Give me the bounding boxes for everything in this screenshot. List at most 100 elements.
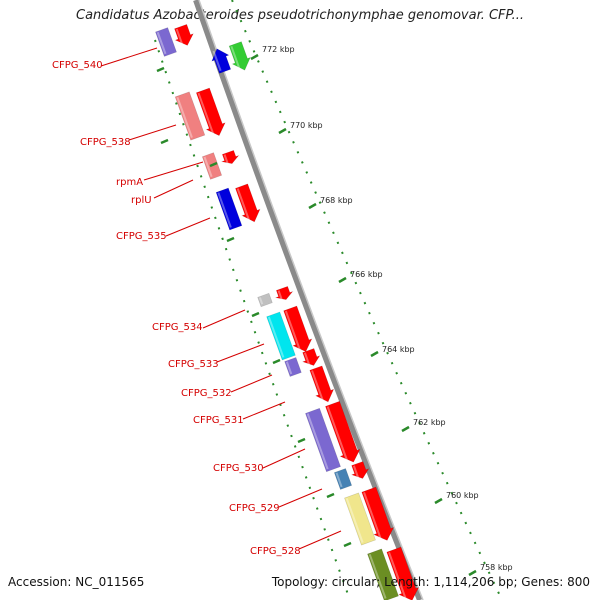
gene-feature[interactable] <box>323 400 364 465</box>
gene-feature-highlight <box>203 156 213 178</box>
gene-label-leader <box>262 448 306 469</box>
gene-feature[interactable] <box>226 41 253 74</box>
tick-mark <box>338 276 347 284</box>
gene-feature-highlight <box>335 472 343 488</box>
gene-feature-highlight <box>217 192 232 228</box>
gene-feature[interactable] <box>208 46 233 75</box>
tick-mark <box>401 425 410 433</box>
minor-tick-mark <box>343 541 352 548</box>
minor-tick-mark <box>326 492 335 499</box>
reverse-track-line <box>154 39 351 600</box>
tick-mark <box>278 127 287 135</box>
gene-feature-highlight <box>368 553 387 599</box>
gene-feature-highlight <box>284 310 302 352</box>
gene-label[interactable]: rplU <box>131 195 152 206</box>
gene-feature-highlight <box>303 352 311 366</box>
gene-feature[interactable] <box>305 407 341 473</box>
gene-label[interactable]: CFPG_533 <box>168 359 219 370</box>
gene-feature-highlight <box>285 361 293 375</box>
gene-label[interactable]: CFPG_535 <box>116 231 167 242</box>
minor-tick-mark <box>160 138 169 145</box>
gene-feature[interactable] <box>359 486 397 544</box>
genome-backbone <box>193 0 423 600</box>
gene-label-leader <box>230 374 273 393</box>
gene-feature-highlight <box>176 96 193 138</box>
gene-label-leader <box>165 217 211 237</box>
gene-label[interactable]: CFPG_532 <box>181 388 232 399</box>
gene-label[interactable]: CFPG_529 <box>229 503 280 514</box>
gene-label-leader <box>128 124 177 141</box>
minor-tick-mark <box>251 311 260 318</box>
gene-feature-highlight <box>223 154 229 164</box>
gene-label-leader <box>242 401 286 420</box>
tick-label: 758 kbp <box>480 563 513 572</box>
gene-label-leader <box>143 161 204 181</box>
gene-feature-highlight <box>345 497 364 543</box>
tick-label: 772 kbp <box>262 45 295 54</box>
gene-feature[interactable] <box>193 87 228 139</box>
gene-label[interactable]: CFPG_531 <box>193 415 244 426</box>
gene-feature-highlight <box>363 492 383 541</box>
gene-label-leader <box>278 488 323 508</box>
gene-feature[interactable] <box>300 347 322 368</box>
gene-feature-highlight <box>156 31 167 55</box>
tick-label: 760 kbp <box>446 491 479 500</box>
gene-feature[interactable] <box>281 305 315 355</box>
tick-mark <box>308 202 317 210</box>
gene-feature[interactable] <box>219 149 240 166</box>
gene-label[interactable]: CFPG_530 <box>213 463 264 474</box>
gene-feature[interactable] <box>349 460 371 481</box>
gene-label-leader <box>100 47 158 67</box>
gene-feature-highlight <box>236 188 251 222</box>
gene-feature-highlight <box>306 413 329 470</box>
gene-label-leader <box>202 309 246 329</box>
minor-tick-mark <box>156 66 165 73</box>
gene-feature[interactable] <box>155 27 177 57</box>
gene-label[interactable]: rpmA <box>116 177 143 188</box>
tick-label: 766 kbp <box>350 270 383 279</box>
gene-feature[interactable] <box>172 23 197 48</box>
gene-feature[interactable] <box>233 183 264 225</box>
gene-label-leader <box>298 530 342 550</box>
gene-label[interactable]: CFPG_540 <box>52 60 103 71</box>
gene-feature-highlight <box>277 290 283 300</box>
gene-feature[interactable] <box>257 292 273 308</box>
minor-tick-mark <box>209 161 218 168</box>
gene-label[interactable]: CFPG_528 <box>250 546 301 557</box>
tick-label: 764 kbp <box>382 345 415 354</box>
gene-feature[interactable] <box>273 285 294 302</box>
gene-feature[interactable] <box>307 365 337 405</box>
tick-label: 762 kbp <box>413 418 446 427</box>
gene-label-leader <box>153 179 194 199</box>
minor-tick-mark <box>272 358 281 365</box>
gene-feature-highlight <box>326 406 349 463</box>
gene-feature-highlight <box>258 297 264 305</box>
gene-feature[interactable] <box>284 357 302 377</box>
map-title: Candidatus Azobacteroides pseudotrichony… <box>76 8 524 23</box>
tick-mark <box>434 497 443 505</box>
gene-label-leader <box>216 343 265 363</box>
gene-label[interactable]: CFPG_534 <box>152 322 203 333</box>
tick-mark <box>250 53 259 61</box>
gene-feature[interactable] <box>367 548 399 600</box>
gene-feature-highlight <box>212 50 222 72</box>
gene-feature[interactable] <box>333 468 353 490</box>
gene-feature-highlight <box>197 92 215 136</box>
genome-stats-text: Topology: circular; Length: 1,114,206 bp… <box>271 575 590 589</box>
gene-feature[interactable] <box>215 187 243 231</box>
gene-feature-highlight <box>267 316 285 358</box>
gene-feature[interactable] <box>384 546 422 600</box>
gene-feature-highlight <box>230 45 241 71</box>
gene-feature[interactable] <box>344 492 376 546</box>
minor-tick-mark <box>297 437 306 444</box>
gene-feature-highlight <box>175 28 184 46</box>
gene-label[interactable]: CFPG_538 <box>80 137 131 148</box>
gene-feature[interactable] <box>266 311 296 361</box>
tick-label: 768 kbp <box>320 196 353 205</box>
gene-feature[interactable] <box>174 91 206 141</box>
tick-mark <box>468 569 477 577</box>
minor-tick-mark <box>226 236 235 243</box>
gene-feature-highlight <box>311 370 325 402</box>
gene-feature-highlight <box>388 552 408 600</box>
